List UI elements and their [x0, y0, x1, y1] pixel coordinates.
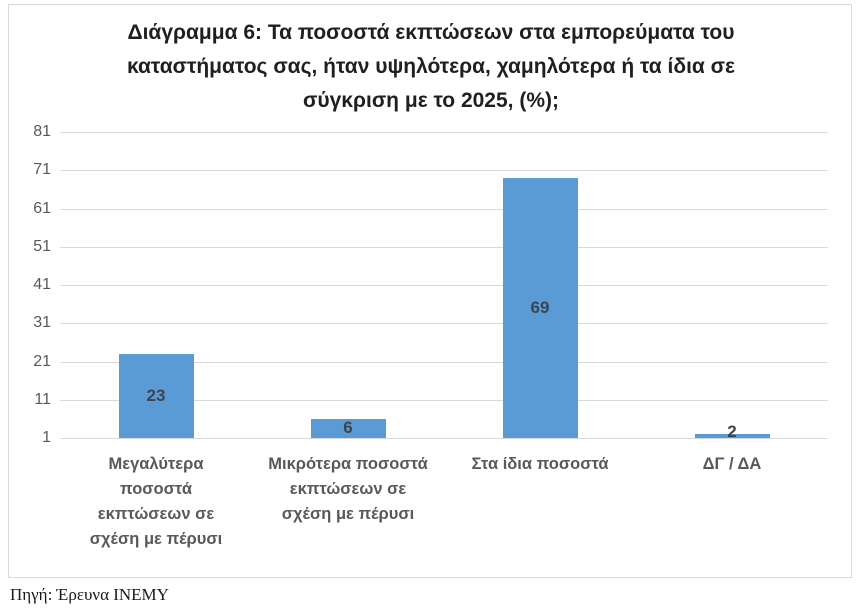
bar-0: [118, 353, 194, 438]
y-tick-label: 81: [33, 123, 51, 140]
x-category-label: ΔΓ / ΔΑ: [636, 452, 828, 552]
bar-2: [502, 177, 578, 438]
y-tick-label: 51: [33, 237, 51, 255]
x-category-label-line: εκπτώσεων σε: [97, 505, 215, 523]
y-tick-label: 11: [34, 390, 51, 408]
bar-3: [694, 434, 770, 438]
gridline: [60, 246, 828, 248]
x-category-label-line: σχέση με πέρυσι: [89, 530, 223, 548]
y-tick-label: 21: [33, 352, 51, 370]
bar-value-label: 69: [530, 297, 550, 317]
x-category-label-line: ποσοστά: [120, 480, 192, 498]
source-caption: Πηγή: Έρευνα ΙΝΕΜΥ: [10, 585, 169, 604]
x-category-label-line: Μικρότερα ποσοστά: [268, 455, 428, 473]
y-tick-label: 1: [42, 429, 51, 446]
gridline: [60, 208, 828, 210]
chart-container: Διάγραμμα 6: Τα ποσοστά εκπτώσεων στα εμ…: [8, 4, 852, 578]
x-category-label-line: σχέση με πέρυσι: [281, 505, 415, 523]
y-tick-label: 61: [33, 199, 51, 217]
bar-value-label: 6: [343, 418, 353, 438]
x-category-label: Στα ίδια ποσοστά: [444, 452, 636, 552]
x-category-label-line: εκπτώσεων σε: [289, 480, 407, 498]
gridline: [60, 438, 828, 439]
y-tick-label: 71: [33, 161, 51, 179]
x-category-label: Μεγαλύτερα ποσοστά εκπτώσεων σε σχέση με πέ…: [60, 452, 252, 552]
x-category-label-line: Στα ίδια ποσοστά: [471, 455, 609, 473]
gridline: [60, 399, 828, 401]
gridline: [60, 170, 828, 172]
bar-value-label: 23: [146, 385, 166, 405]
gridline: [60, 361, 828, 363]
chart-title: Διάγραμμα 6: Τα ποσοστά εκπτώσεων στα εμ…: [127, 21, 735, 112]
x-category-label: Μικρότερα ποσοστά εκπτώσεων σε σχέση με πέ…: [252, 452, 444, 552]
x-axis: Μεγαλύτερα ποσοστά εκπτώσεων σε σχέση με πέ…: [60, 452, 828, 552]
x-category-label-line: Μεγαλύτερα: [108, 455, 204, 473]
bar-value-label: 2: [727, 422, 737, 441]
bar-1: [310, 418, 386, 438]
plot-area: 23 6 69 2: [60, 132, 828, 441]
gridline: [60, 285, 828, 286]
gridline: [60, 132, 828, 133]
y-tick-label: 41: [33, 276, 51, 293]
x-category-label-line: ΔΓ / ΔΑ: [702, 455, 762, 473]
y-tick-label: 31: [33, 314, 51, 332]
gridline: [60, 323, 828, 325]
